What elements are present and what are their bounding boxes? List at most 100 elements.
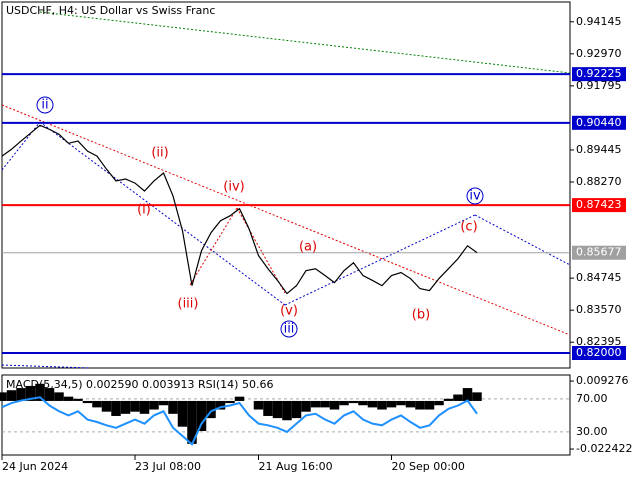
macd-bar <box>272 400 283 419</box>
macd-bar <box>82 400 93 404</box>
macd-bar <box>358 400 368 406</box>
trend-line <box>236 207 286 294</box>
trend-line <box>284 214 476 306</box>
price-line <box>1 124 478 295</box>
macd-bar <box>215 400 226 410</box>
macd-bar <box>177 400 188 427</box>
wave-label: (ii) <box>151 146 168 161</box>
y2-tick-label: 70.00 <box>576 392 608 405</box>
macd-bar <box>462 388 473 401</box>
trend-line <box>39 121 286 306</box>
level-label-box <box>572 245 626 260</box>
macd-bar <box>35 383 45 401</box>
level-label-box <box>572 346 626 360</box>
macd-bar <box>377 400 387 410</box>
macd-bar <box>25 385 36 401</box>
macd-bar <box>263 400 273 416</box>
y-tick-label: 0.89445 <box>576 143 622 156</box>
macd-bar <box>310 400 321 408</box>
trend-line <box>1 104 571 336</box>
wave-circle <box>466 187 484 205</box>
y-tick-label: 0.91795 <box>576 79 622 92</box>
indicator-title: MACD(5,34,5) 0.002590 0.003913 RSI(14) 5… <box>6 378 273 391</box>
wave-label: (i) <box>137 203 151 218</box>
trend-line <box>1 121 41 171</box>
wave-label: (v) <box>280 304 298 319</box>
y-tick-label: 0.92970 <box>576 47 622 60</box>
level-label: 0.87423 <box>576 198 622 211</box>
macd-bar <box>434 400 444 406</box>
x-tick-label: 20 Sep 00:00 <box>392 460 465 473</box>
x-tick-label: 24 Jun 2024 <box>2 460 68 473</box>
macd-bar <box>234 396 245 401</box>
y-tick-label: 0.82395 <box>576 335 622 348</box>
wave-label: iii <box>284 322 295 337</box>
x-tick-label: 23 Jul 08:00 <box>135 460 201 473</box>
macd-bar <box>424 400 435 410</box>
macd-bar <box>253 400 264 410</box>
macd-bar <box>301 400 311 412</box>
macd-bar <box>0 392 7 401</box>
macd-bar <box>158 400 169 406</box>
macd-bar <box>405 400 416 408</box>
macd-bar <box>415 400 425 410</box>
macd-bar <box>168 400 178 414</box>
macd-bar <box>282 400 292 421</box>
macd-bar <box>130 400 140 412</box>
wave-label: (b) <box>412 308 430 323</box>
trend-line <box>189 207 238 286</box>
macd-bar <box>73 398 83 401</box>
level-label-box <box>572 115 626 130</box>
wave-label: (iii) <box>178 297 199 312</box>
wave-label: (a) <box>299 240 317 255</box>
macd-bar <box>291 400 302 419</box>
y-tick-label: 0.009276 <box>576 374 629 387</box>
macd-bar <box>54 392 64 401</box>
main-frame <box>1 1 571 369</box>
macd-bar <box>196 400 207 431</box>
macd-bar <box>44 388 55 401</box>
macd-bar <box>6 390 17 401</box>
level-label: 0.92225 <box>576 67 622 80</box>
macd-bar <box>101 400 112 412</box>
level-label-box <box>572 67 626 82</box>
macd-bar <box>206 400 216 419</box>
y-tick-label: 0.94145 <box>576 15 622 28</box>
y-tick-label: 0.88270 <box>576 175 622 188</box>
wave-label: (c) <box>460 220 477 235</box>
y2-tick-label: 30.00 <box>576 425 608 438</box>
wave-label: ii <box>41 98 48 113</box>
level-label: 0.90440 <box>576 116 622 129</box>
macd-bar <box>348 400 359 404</box>
macd-bar <box>225 400 235 404</box>
macd-bar <box>111 400 121 416</box>
y-tick-label: 0.83570 <box>576 303 622 316</box>
x-tick-label: 21 Aug 16:00 <box>259 460 333 473</box>
wave-circle <box>36 96 54 114</box>
macd-bar <box>453 394 463 401</box>
macd-bar <box>63 396 74 401</box>
macd-bar <box>472 392 482 401</box>
y-tick-label: 0.84745 <box>576 271 622 284</box>
rsi-line <box>1 396 478 446</box>
macd-bar <box>187 400 197 444</box>
trend-line <box>1 364 91 369</box>
trend-line <box>39 11 571 74</box>
macd-bar <box>396 400 406 406</box>
wave-circle <box>280 320 298 338</box>
macd-bar <box>367 400 378 408</box>
macd-bar <box>149 400 159 410</box>
macd-bar <box>92 400 102 408</box>
macd-bar <box>139 400 150 414</box>
level-label: 0.82000 <box>576 346 622 359</box>
macd-bar <box>339 400 349 406</box>
macd-bar <box>120 400 131 414</box>
macd-bar <box>16 388 26 401</box>
macd-bar <box>443 398 454 401</box>
macd-bar <box>386 400 397 408</box>
level-label: 0.85677 <box>576 246 622 259</box>
wave-label: (iv) <box>223 180 244 195</box>
level-label-box <box>572 198 626 213</box>
wave-label: iv <box>469 189 481 204</box>
